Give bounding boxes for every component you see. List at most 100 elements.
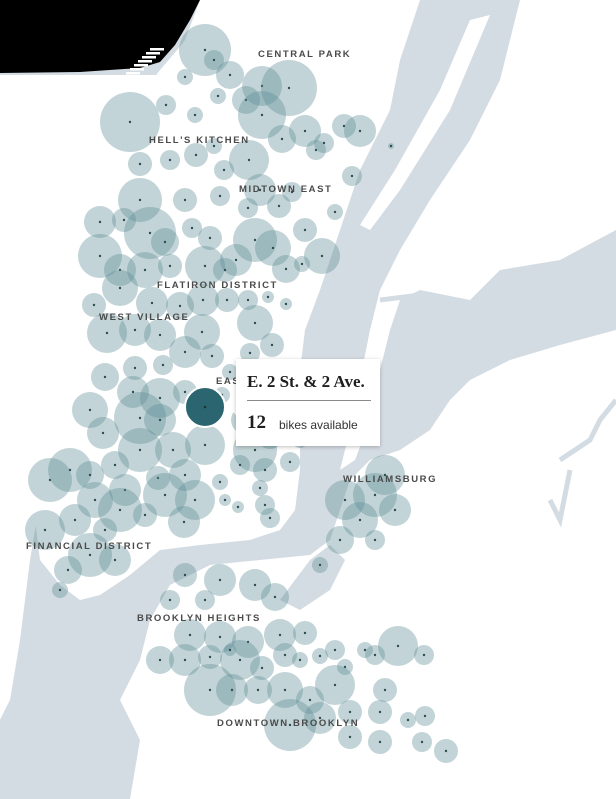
- station-bubble[interactable]: [224, 644, 236, 656]
- station-bubble[interactable]: [25, 510, 65, 550]
- station-bubble[interactable]: [114, 392, 166, 444]
- station-bubble[interactable]: [415, 706, 435, 726]
- station-bubble[interactable]: [332, 114, 356, 138]
- station-bubble[interactable]: [365, 645, 385, 665]
- station-bubble[interactable]: [337, 659, 353, 675]
- station-bubble[interactable]: [216, 674, 248, 706]
- station-bubble[interactable]: [117, 376, 149, 408]
- station-bubble[interactable]: [151, 228, 179, 256]
- station-bubble[interactable]: [28, 458, 72, 502]
- station-bubble[interactable]: [133, 503, 157, 527]
- station-bubble[interactable]: [239, 569, 271, 601]
- station-bubble[interactable]: [84, 206, 116, 238]
- station-bubble[interactable]: [123, 356, 147, 380]
- station-bubble[interactable]: [169, 336, 201, 368]
- station-bubble[interactable]: [365, 530, 385, 550]
- station-bubble[interactable]: [98, 488, 142, 532]
- station-bubble[interactable]: [368, 700, 392, 724]
- station-bubble[interactable]: [260, 333, 284, 357]
- station-bubble[interactable]: [182, 218, 202, 238]
- station-bubble[interactable]: [215, 288, 239, 312]
- station-bubble[interactable]: [93, 518, 117, 542]
- station-bubble[interactable]: [267, 194, 291, 218]
- station-bubble[interactable]: [414, 645, 434, 665]
- station-bubble[interactable]: [146, 466, 170, 490]
- station-bubble[interactable]: [342, 502, 378, 538]
- station-bubble[interactable]: [267, 672, 303, 708]
- station-bubble[interactable]: [78, 234, 122, 278]
- station-bubble[interactable]: [109, 474, 141, 506]
- station-bubble[interactable]: [200, 344, 224, 368]
- station-bubble[interactable]: [378, 626, 418, 666]
- station-bubble[interactable]: [118, 178, 162, 222]
- station-bubble[interactable]: [312, 557, 328, 573]
- station-bubble[interactable]: [174, 619, 206, 651]
- station-bubble[interactable]: [68, 533, 112, 577]
- station-bubble[interactable]: [344, 115, 376, 147]
- station-bubble[interactable]: [124, 207, 176, 259]
- station-bubble[interactable]: [173, 563, 197, 587]
- station-bubble[interactable]: [222, 364, 238, 380]
- station-bubble[interactable]: [54, 556, 82, 584]
- station-bubble[interactable]: [325, 480, 365, 520]
- station-bubble[interactable]: [82, 293, 106, 317]
- station-bubble[interactable]: [184, 664, 236, 716]
- station-bubble[interactable]: [255, 495, 275, 515]
- station-bubble[interactable]: [280, 452, 300, 472]
- station-bubble[interactable]: [185, 425, 225, 465]
- station-bubble[interactable]: [289, 115, 321, 147]
- station-bubble[interactable]: [166, 292, 194, 320]
- station-bubble[interactable]: [292, 652, 308, 668]
- station-bubble[interactable]: [169, 459, 201, 491]
- station-bubble[interactable]: [273, 643, 297, 667]
- station-bubble[interactable]: [261, 583, 289, 611]
- station-bubble[interactable]: [220, 244, 252, 276]
- station-bubble[interactable]: [264, 699, 316, 751]
- station-bubble[interactable]: [179, 24, 231, 76]
- station-bubble[interactable]: [325, 640, 345, 660]
- station-bubble[interactable]: [127, 252, 163, 288]
- station-bubble[interactable]: [365, 455, 405, 495]
- station-bubble[interactable]: [314, 133, 334, 153]
- station-bubble[interactable]: [72, 392, 108, 428]
- station-bubble[interactable]: [280, 298, 292, 310]
- station-bubble[interactable]: [379, 494, 411, 526]
- station-bubble[interactable]: [204, 50, 224, 70]
- station-bubble[interactable]: [185, 246, 225, 286]
- station-bubble[interactable]: [353, 473, 397, 517]
- station-bubble[interactable]: [173, 188, 197, 212]
- station-bubble[interactable]: [210, 88, 226, 104]
- station-bubble[interactable]: [434, 739, 458, 763]
- station-bubble[interactable]: [168, 506, 200, 538]
- station-bubble[interactable]: [87, 417, 119, 449]
- station-bubble[interactable]: [119, 314, 151, 346]
- station-bubble[interactable]: [169, 644, 201, 676]
- station-bubble[interactable]: [195, 590, 215, 610]
- station-bubble[interactable]: [304, 702, 336, 734]
- station-bubble[interactable]: [327, 204, 343, 220]
- station-bubble[interactable]: [338, 725, 362, 749]
- station-bubble[interactable]: [177, 69, 193, 85]
- station-bubble[interactable]: [357, 642, 373, 658]
- station-bubble[interactable]: [160, 590, 180, 610]
- station-bubble[interactable]: [101, 451, 129, 479]
- station-bubble[interactable]: [232, 626, 264, 658]
- station-bubble[interactable]: [140, 378, 180, 418]
- station-bubble[interactable]: [326, 526, 354, 554]
- station-bubble[interactable]: [255, 230, 291, 266]
- station-bubble[interactable]: [91, 363, 119, 391]
- station-bubble[interactable]: [230, 455, 250, 475]
- station-bubble[interactable]: [296, 686, 324, 714]
- station-bubble[interactable]: [342, 166, 362, 186]
- station-bubble[interactable]: [253, 458, 277, 482]
- station-bubble[interactable]: [261, 60, 317, 116]
- station-bubble[interactable]: [99, 544, 131, 576]
- station-bubble[interactable]: [272, 255, 300, 283]
- station-bubble[interactable]: [144, 319, 176, 351]
- station-bubble[interactable]: [238, 290, 258, 310]
- station-bubble[interactable]: [293, 218, 317, 242]
- station-bubble[interactable]: [238, 198, 258, 218]
- station-bubble[interactable]: [158, 254, 182, 278]
- station-bubble[interactable]: [48, 448, 92, 492]
